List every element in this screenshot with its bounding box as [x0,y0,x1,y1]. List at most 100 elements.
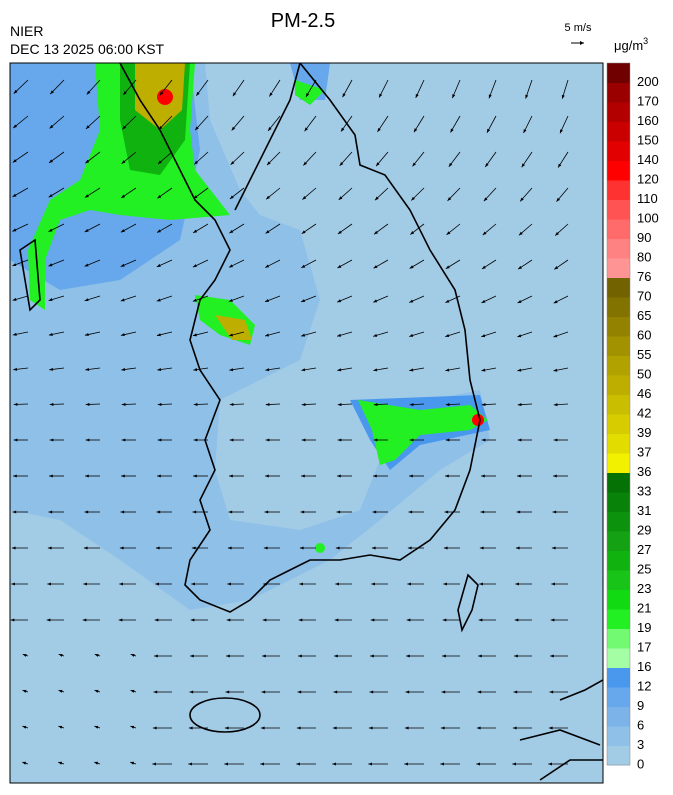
colorbar-segment [607,570,630,590]
wind-arrow-head [373,299,378,303]
colorbar-segment [607,102,630,122]
title: PM-2.5 [271,10,335,32]
colorbar-label: 17 [637,639,651,654]
wind-arrow-head [10,618,15,622]
colorbar-label: 25 [637,561,651,576]
wind-arrow-head [232,92,237,97]
wind-arrow-head [262,618,267,622]
wind-arrow-head [58,761,63,765]
colorbar-label: 65 [637,308,651,323]
wind-arrow-head [118,618,123,622]
wind-arrow-head [121,367,126,372]
wind-arrow-head [551,582,555,586]
wind-arrow-head [156,263,161,267]
wind-arrow-head [481,403,486,407]
wind-arrow-head [554,266,559,270]
wind-arrow-head [84,298,89,302]
wind-arrow-head [22,725,27,729]
pm-area-green [295,80,325,105]
colorbar-label: 31 [637,503,651,518]
wind-arrow-head [230,161,235,165]
wind-arrow-head [122,125,127,130]
wind-arrow-head [263,582,267,586]
unit: μg/m3 [614,36,648,53]
pm-hotspot [157,89,173,105]
wind-arrow-head [445,265,450,269]
wind-arrow-head [13,89,18,94]
colorbar-label: 29 [637,522,651,537]
wind-arrow-head [84,228,89,232]
wind-arrow-head [374,230,378,235]
wind-arrow-head [188,726,193,730]
colorbar-segment [607,667,630,688]
colorbar-label: 80 [637,249,651,264]
colorbar-label: 150 [637,132,659,147]
wind-arrow-head [299,546,304,550]
wind-arrow-head [412,162,416,167]
wind-arrow-head [130,725,135,729]
wind-arrow-head [121,438,126,442]
wind-arrow-head [478,654,482,658]
wind-arrow-head [158,125,163,130]
map [10,63,603,783]
wind-arrow-head [553,368,558,372]
wind-arrow-head [450,128,454,133]
wind-arrow-head [333,690,338,694]
wind-arrow-head [477,690,482,694]
wind-arrow-head [368,762,372,766]
wind-arrow-head [266,195,270,200]
wind-arrow-head [481,438,486,442]
wind-arrow-head [297,690,302,694]
wind-arrow-head [47,546,52,550]
wind-arrow-head [84,332,89,337]
wind-arrow-head [229,195,234,199]
wind-arrow-head [265,368,270,372]
agency: NIER [10,23,43,39]
wind-arrow-head [48,332,53,336]
colorbar-segment [607,277,630,298]
wind-arrow-head [553,438,558,442]
wind-arrow-head [83,546,88,550]
wind-arrow-head [445,334,450,338]
wind-arrow-head [12,228,17,232]
unit-text: μg/m [614,38,643,53]
wind-arrow-head [305,92,310,97]
wind-arrow-head [157,229,161,233]
wind-arrow-head [193,474,197,478]
wind-arrows [10,79,569,766]
wind-arrow-head [549,690,554,694]
wind-arrow-head [379,93,383,98]
wind-arrow-head [58,653,63,657]
wind-arrow-head [226,618,231,622]
colorbar-segment [607,648,630,668]
wind-arrow-head [443,582,447,586]
wind-arrow-head [413,128,418,133]
wind-arrow-head [373,402,378,407]
wind-arrow-head [485,163,489,168]
wind-arrow-head [479,582,483,586]
wind-arrow-head [12,263,17,267]
wind-arrow-head [194,160,199,165]
wind-arrow-head [130,653,135,657]
wind-arrow-head [411,196,415,201]
wind-arrow-head [488,94,492,99]
wind-arrow-head [231,126,236,131]
wind-arrow-head [299,582,303,586]
wind-arrow-head [157,194,162,199]
wind-arrow-head [260,726,265,730]
wind-arrow-head [480,510,485,514]
wind-arrow-head [229,438,234,442]
wind-arrow-head [373,368,378,372]
wind-arrow-head [84,510,89,514]
wind-arrow-head [551,546,556,550]
wind-arrow-head [13,438,18,442]
wind-arrow-head [368,726,373,730]
wind-arrow-head [226,654,230,658]
wind-arrow-head [261,690,266,694]
wind-arrow-head [49,474,53,478]
wind-arrow-head [523,129,527,134]
wind-arrow-head [337,368,342,372]
wind-arrow-head [518,265,523,270]
wind-arrow-head [13,474,17,478]
colorbar-label: 33 [637,483,651,498]
